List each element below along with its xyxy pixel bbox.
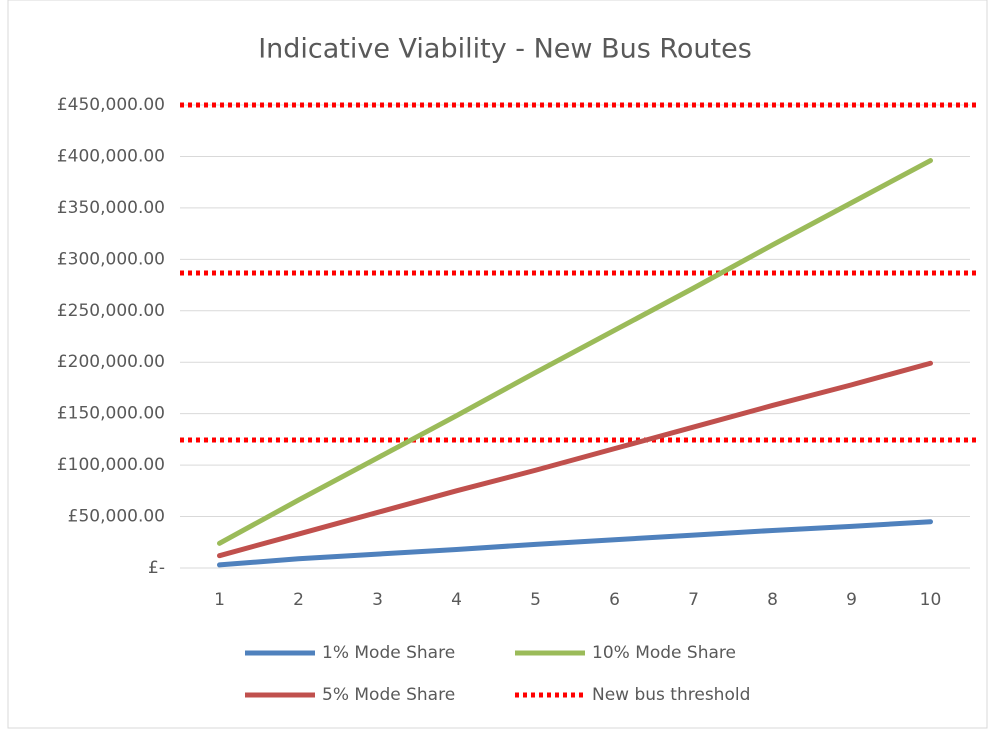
legend-label: New bus threshold: [592, 685, 750, 705]
y-tick-label: £400,000.00: [57, 146, 165, 166]
legend-label: 1% Mode Share: [322, 643, 455, 663]
x-tick-label: 7: [688, 590, 699, 610]
x-tick-label: 9: [846, 590, 857, 610]
y-tick-label: £150,000.00: [57, 404, 165, 424]
series-line: [217, 519, 933, 568]
y-tick-label: £50,000.00: [68, 507, 165, 527]
legend-label: 5% Mode Share: [322, 685, 455, 705]
x-tick-label: 2: [293, 590, 304, 610]
x-tick-label: 8: [767, 590, 778, 610]
series-line: [217, 360, 933, 559]
x-tick-label: 3: [372, 590, 383, 610]
y-tick-label: £250,000.00: [57, 301, 165, 321]
y-tick-label: £350,000.00: [57, 198, 165, 218]
x-tick-label: 10: [920, 590, 942, 610]
series-line: [217, 158, 933, 546]
x-tick-label: 5: [530, 590, 541, 610]
chart-border: [7, 0, 988, 729]
x-tick-label: 1: [214, 590, 225, 610]
y-tick-label: £300,000.00: [57, 249, 165, 269]
legend-label: 10% Mode Share: [592, 643, 736, 663]
y-tick-label: £100,000.00: [57, 455, 165, 475]
chart-title: Indicative Viability - New Bus Routes: [258, 34, 752, 65]
y-tick-label: £-: [148, 558, 165, 578]
x-tick-label: 6: [609, 590, 620, 610]
y-tick-label: £450,000.00: [57, 95, 165, 115]
y-tick-label: £200,000.00: [57, 352, 165, 372]
x-tick-label: 4: [451, 590, 462, 610]
